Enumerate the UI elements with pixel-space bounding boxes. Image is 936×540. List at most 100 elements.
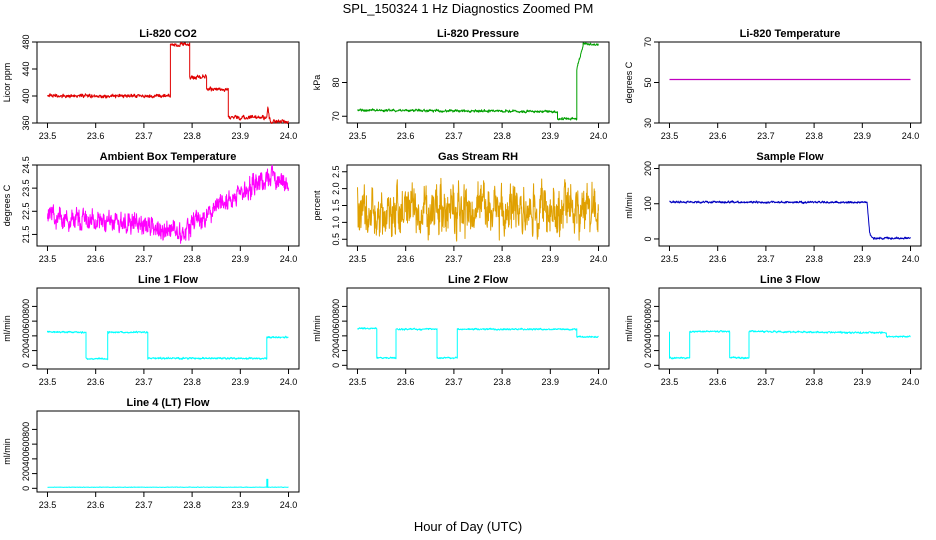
x-tick-label: 24.0 [590, 131, 608, 141]
y-tick-label: 200 [643, 161, 653, 176]
x-tick-label: 23.9 [542, 377, 560, 387]
x-tick-label: 23.7 [135, 131, 153, 141]
x-tick-label: 23.6 [709, 131, 727, 141]
y-axis-label: ml/min [624, 315, 634, 342]
x-tick-label: 24.0 [280, 131, 298, 141]
x-tick-label: 23.6 [87, 500, 105, 510]
x-tick-label: 23.8 [183, 131, 201, 141]
x-tick-label: 23.8 [183, 500, 201, 510]
x-tick-label: 23.9 [542, 254, 560, 264]
x-axis-label: Hour of Day (UTC) [414, 519, 522, 534]
x-tick-label: 23.9 [232, 500, 250, 510]
y-tick-label: 200 [643, 343, 653, 358]
x-tick-label: 24.0 [902, 254, 920, 264]
x-tick-label: 23.8 [805, 377, 823, 387]
x-tick-label: 23.6 [397, 377, 415, 387]
panel-3: Li-820 Temperature 23.5 23.6 23.7 23.8 23.9 24… [624, 28, 922, 141]
x-tick-label: 24.0 [280, 377, 298, 387]
x-tick-label: 23.7 [757, 131, 775, 141]
plot-frame [346, 287, 610, 370]
y-tick-label: 800 [331, 299, 341, 314]
x-tick-label: 23.9 [854, 377, 872, 387]
x-tick-label: 23.9 [232, 254, 250, 264]
y-tick-label: 360 [21, 115, 31, 130]
panel-7: Line 1 Flow 23.5 23.6 23.7 23.8 23.9 24.0 0 2004… [2, 274, 300, 387]
plot-frame [658, 287, 922, 370]
x-tick-label: 23.7 [445, 377, 463, 387]
y-tick-label: 70 [643, 37, 653, 47]
y-tick-label: 70 [331, 111, 341, 121]
panel-8: Line 2 Flow 23.5 23.6 23.7 23.8 23.9 24.0 0 2004… [312, 274, 610, 387]
series-line [357, 177, 599, 242]
y-tick-label: 1.5 [331, 199, 341, 212]
y-tick-label: 0 [331, 363, 341, 368]
y-tick-label: 21.5 [21, 226, 31, 244]
x-tick-label: 23.7 [445, 131, 463, 141]
plot-frame [36, 410, 300, 493]
series-line [47, 41, 289, 125]
y-tick-label: 400 [21, 451, 31, 466]
y-axis-label: ml/min [624, 192, 634, 219]
series-line [669, 200, 911, 240]
panel-title: Line 2 Flow [448, 274, 508, 286]
x-tick-label: 23.5 [39, 377, 57, 387]
panel-title: Li-820 Pressure [437, 28, 519, 40]
y-axis-label: degrees C [2, 184, 12, 226]
panel-title: Gas Stream RH [438, 151, 518, 163]
x-tick-label: 23.6 [709, 254, 727, 264]
y-axis-label: degrees C [624, 61, 634, 103]
y-tick-label: 0 [643, 363, 653, 368]
y-tick-label: 30 [643, 118, 653, 128]
y-tick-label: 400 [643, 328, 653, 343]
x-tick-label: 23.6 [87, 377, 105, 387]
series-line [47, 478, 289, 488]
x-tick-label: 24.0 [590, 377, 608, 387]
panel-title: Line 1 Flow [138, 274, 198, 286]
y-tick-label: 0.5 [331, 233, 341, 246]
x-tick-label: 23.6 [87, 131, 105, 141]
series-line [669, 330, 911, 360]
y-tick-label: 400 [21, 328, 31, 343]
y-tick-label: 200 [331, 343, 341, 358]
panel-title: Li-820 CO2 [139, 28, 196, 40]
y-tick-label: 23.5 [21, 179, 31, 197]
y-tick-label: 600 [21, 314, 31, 329]
y-tick-label: 400 [331, 328, 341, 343]
figure-title: SPL_150324 1 Hz Diagnostics Zoomed PM [343, 1, 594, 16]
x-tick-label: 23.7 [757, 254, 775, 264]
y-tick-label: 480 [21, 34, 31, 49]
plot-frame [658, 164, 922, 247]
panel-10: Line 4 (LT) Flow 23.5 23.6 23.7 23.8 23.9 24.0… [2, 397, 300, 510]
x-tick-label: 23.7 [135, 500, 153, 510]
x-tick-label: 23.8 [493, 131, 511, 141]
series-line [47, 330, 289, 361]
panels: Li-820 CO2 23.5 23.6 23.7 23.8 23.9 24.0 360 400… [2, 28, 922, 510]
y-tick-label: 600 [643, 314, 653, 329]
y-tick-label: 2.5 [331, 165, 341, 178]
y-tick-label: 1.0 [331, 216, 341, 229]
y-tick-label: 24.5 [21, 156, 31, 174]
x-tick-label: 24.0 [590, 254, 608, 264]
x-tick-label: 23.5 [661, 131, 679, 141]
x-tick-label: 23.5 [349, 254, 367, 264]
x-tick-label: 23.6 [709, 377, 727, 387]
series-line [47, 164, 289, 244]
y-tick-label: 200 [21, 466, 31, 481]
x-tick-label: 23.6 [397, 254, 415, 264]
x-tick-label: 23.9 [854, 254, 872, 264]
x-tick-label: 24.0 [280, 500, 298, 510]
y-tick-label: 2.0 [331, 182, 341, 195]
x-tick-label: 23.9 [232, 377, 250, 387]
y-axis-label: ml/min [2, 315, 12, 342]
x-tick-label: 23.5 [661, 377, 679, 387]
y-axis-label: kPa [312, 75, 322, 91]
y-tick-label: 800 [643, 299, 653, 314]
y-tick-label: 22.5 [21, 203, 31, 221]
plot-frame [36, 41, 300, 124]
panel-9: Line 3 Flow 23.5 23.6 23.7 23.8 23.9 24.0 0 2004… [624, 274, 922, 387]
y-tick-label: 80 [331, 77, 341, 87]
x-tick-label: 23.8 [493, 254, 511, 264]
x-tick-label: 24.0 [280, 254, 298, 264]
x-tick-label: 23.5 [39, 500, 57, 510]
